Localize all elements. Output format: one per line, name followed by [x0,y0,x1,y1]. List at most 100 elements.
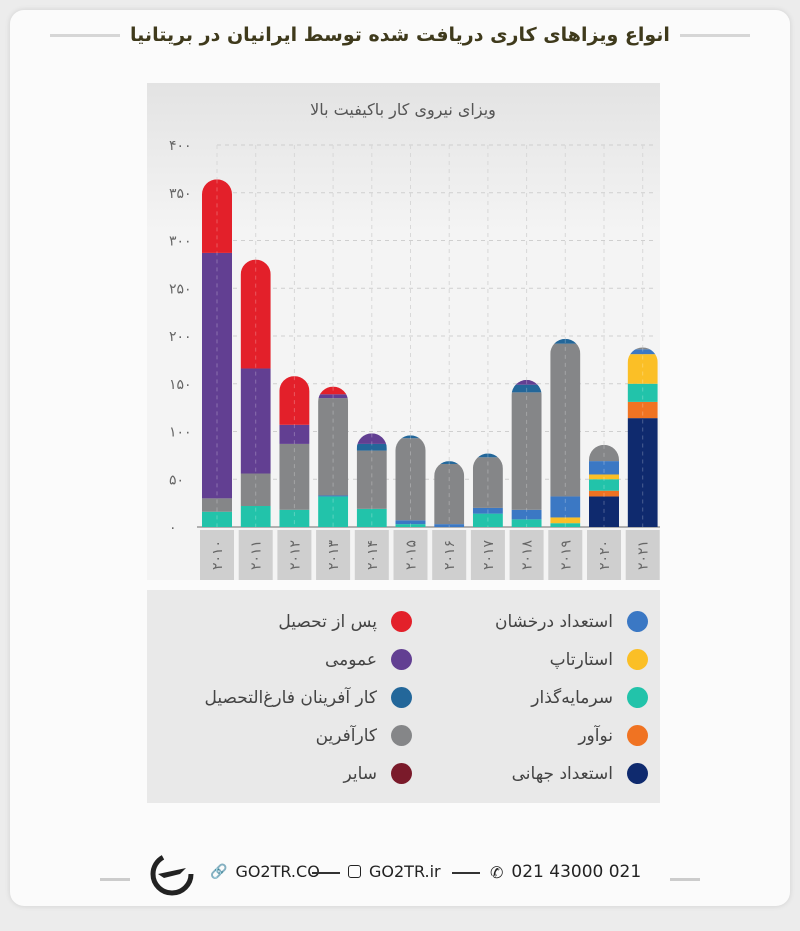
footer: 🔗 GO2TR.CO GO2TR.ir ✆ 021 43000 021 [0,852,800,896]
legend-swatch-icon [391,687,412,708]
bar-segment [279,509,310,527]
bar-segment [318,394,349,399]
legend-label: استعداد جهانی [511,763,613,784]
page-title: انواع ویزاهای کاری دریافت شده توسط ایران… [130,24,670,46]
x-label-box [625,530,660,580]
logo-icon [150,852,194,896]
bar-segment [589,474,619,480]
bar-segment [318,495,349,497]
y-tick-label: ۲۰۰ [169,329,192,345]
bar-segment [550,523,581,527]
bar-segment [472,457,503,508]
phone-link[interactable]: ✆ 021 43000 021 [490,862,641,882]
footer-separator [312,872,340,874]
bar-segment [240,259,271,369]
legend-item: کار آفرینان فارغ‌التحصیل [205,686,412,709]
bar-stack-2020 [589,444,619,527]
x-tick-label: ۲۰۱۵ [404,540,420,570]
bar-segment [240,505,271,527]
bar-segment [202,511,232,527]
x-label-box [277,530,312,580]
legend-item: استارتاپ [495,648,648,671]
stacked-bar-chart: ویزای نیروی کار باکیفیت بالا ۰ ۵۰ ۱۰۰ ۱۵۰ ۲۰… [169,100,660,580]
bar-segment [550,338,581,344]
bar-segment [395,438,426,521]
x-tick-label: ۲۰۱۰ [210,540,226,570]
bar-segment [550,343,581,497]
legend-label: استعداد درخشان [494,611,613,632]
bar-stack-2016 [434,461,465,527]
legend-label: نوآور [578,725,613,746]
x-tick-label: ۲۰۱۶ [442,540,458,570]
instagram-text: GO2TR.ir [369,862,441,881]
bar-stack-2014 [356,433,387,527]
bar-stack-2017 [472,453,503,527]
instagram-link[interactable]: GO2TR.ir [348,862,441,881]
bar-segment [202,498,232,512]
website-text: GO2TR.CO [235,862,320,881]
bar-stack-2015 [395,435,426,527]
bar-segment [395,520,426,525]
legend-swatch-icon [391,725,412,746]
legend-column-left: پس از تحصیل عمومی کار آفرینان فارغ‌التحصیل… [205,610,412,785]
x-tick-label: ۲۰۱۱ [249,540,265,570]
x-tick-label: ۲۰۱۷ [481,539,497,570]
bar-segment [356,450,387,509]
x-label-box [316,530,351,580]
legend-label: استارتاپ [549,649,613,670]
bar-segment [472,453,503,458]
y-tick-label: ۱۵۰ [169,377,192,393]
x-tick-label: ۲۰۲۱ [636,540,652,570]
footer-rule-right [670,878,700,881]
legend-label: عمومی [324,649,377,670]
footer-separator [452,872,480,874]
website-link[interactable]: 🔗 GO2TR.CO [210,862,320,881]
bar-segment [240,473,271,506]
bar-stack-2011 [240,259,271,527]
legend-swatch-icon [627,763,648,784]
bar-segment [511,384,542,393]
legend-swatch-icon [627,611,648,632]
legend-item: نوآور [495,724,648,747]
y-tick-label: ۲۵۰ [169,281,192,297]
bar-segment [589,461,619,475]
bar-segment [511,392,542,510]
bar-stack-2012 [279,376,310,527]
legend-label: کار آفرینان فارغ‌التحصیل [204,687,377,708]
bar-segment [240,368,271,474]
x-label-box [432,530,467,580]
legend-swatch-icon [627,725,648,746]
x-tick-label: ۲۰۲۰ [597,540,613,570]
x-tick-label: ۲۰۱۹ [558,540,574,570]
bar-segment [472,513,503,527]
x-label-box [200,530,234,580]
bar-segment [318,386,349,395]
bar-segment [627,349,658,355]
link-icon: 🔗 [210,863,228,880]
legend-swatch-icon [627,649,648,670]
bar-segment [589,479,619,491]
legend-label: سرمایه‌گذار [531,687,613,708]
legend-swatch-icon [391,649,412,670]
bar-segment [434,524,465,527]
y-tick-label: ۵۰ [169,472,184,488]
y-tick-label: ۰ [169,520,177,536]
bar-segment [627,383,658,402]
bar-stack-2021 [627,347,658,527]
bar-segment [511,509,542,520]
bar-segment [356,443,387,451]
bar-segment [627,347,658,350]
phone-icon: ✆ [490,862,504,882]
bar-segment [279,376,310,425]
legend: استعداد درخشان استارتاپ سرمایه‌گذار نوآور اس… [147,590,660,803]
bar-segment [356,508,387,527]
bar-segment [472,507,503,514]
legend-item: استعداد درخشان [495,610,648,633]
bar-segment [279,424,310,444]
phone-text: 021 43000 021 [511,862,642,882]
title-rule-right [679,33,750,37]
instagram-icon [348,865,361,878]
bar-segment [434,461,465,464]
footer-rule-left [100,878,130,881]
x-label-box [587,530,621,580]
